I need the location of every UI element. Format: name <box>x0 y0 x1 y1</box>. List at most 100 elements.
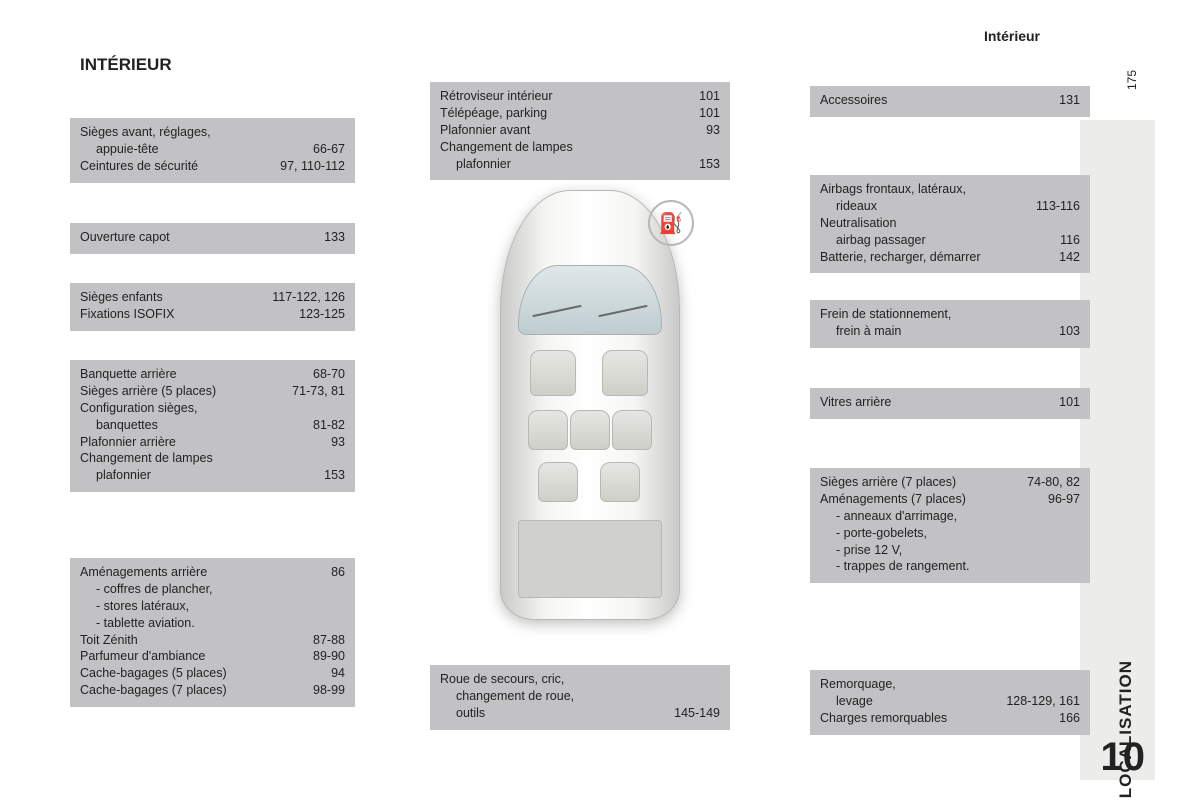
callout-label: airbag passager <box>820 232 1030 249</box>
callout-page-ref: 145-149 <box>670 705 720 722</box>
callout-label: Batterie, recharger, démarrer <box>820 249 1030 266</box>
cargo-area <box>518 520 662 598</box>
callout-bullet: trappes de rangement. <box>836 558 1080 575</box>
callout-bullet: anneaux d'arrimage, <box>836 508 1080 525</box>
callout-label: Télépéage, parking <box>440 105 670 122</box>
callout-label: appuie-tête <box>80 141 295 158</box>
callout-bullet: porte-gobelets, <box>836 525 1080 542</box>
callout-page-ref: 117-122, 126 <box>272 289 345 306</box>
callout-box: Rétroviseur intérieur101Télépéage, parki… <box>430 82 730 180</box>
callout-page-ref <box>1030 181 1080 198</box>
callout-page-ref: 101 <box>670 105 720 122</box>
callout-box: Roue de secours, cric,changement de roue… <box>430 665 730 730</box>
callout-label: Accessoires <box>820 92 1030 109</box>
callout-box: Sièges avant, réglages,appuie-tête66-67 C… <box>70 118 355 183</box>
callout-page-ref: 89-90 <box>295 648 345 665</box>
section-header: Intérieur <box>984 28 1040 44</box>
car-diagram <box>480 190 700 620</box>
callout-box: Banquette arrière68-70Sièges arrière (5 … <box>70 360 355 492</box>
fuel-icon: ⛽ <box>648 200 694 246</box>
callout-page-ref <box>295 400 345 417</box>
callout-label: Plafonnier arrière <box>80 434 295 451</box>
callout-label: plafonnier <box>80 467 295 484</box>
callout-box: Ouverture capot133 <box>70 223 355 254</box>
callout-bullet: prise 12 V, <box>836 542 1080 559</box>
callout-label: levage <box>820 693 1006 710</box>
callout-label: Airbags frontaux, latéraux, <box>820 181 1030 198</box>
callout-page-ref: 66-67 <box>295 141 345 158</box>
callout-page-ref: 93 <box>670 122 720 139</box>
callout-page-ref: 113-116 <box>1030 198 1080 215</box>
callout-label: Aménagements arrière <box>80 564 295 581</box>
page-number: 175 <box>1125 70 1139 90</box>
callout-label: Parfumeur d'ambiance <box>80 648 295 665</box>
callout-bullet: stores latéraux, <box>96 598 345 615</box>
callout-label: Roue de secours, cric, <box>440 671 670 688</box>
callout-label: banquettes <box>80 417 295 434</box>
callout-page-ref: 101 <box>670 88 720 105</box>
callout-page-ref: 123-125 <box>295 306 345 323</box>
callout-page-ref <box>295 124 345 141</box>
callout-page-ref <box>1030 215 1080 232</box>
callout-page-ref: 87-88 <box>295 632 345 649</box>
callout-label: Remorquage, <box>820 676 1030 693</box>
callout-box: Aménagements arrière86coffres de planche… <box>70 558 355 707</box>
callout-page-ref <box>670 671 720 688</box>
seat <box>612 410 652 450</box>
callout-label: Banquette arrière <box>80 366 295 383</box>
seat <box>570 410 610 450</box>
callout-label: Sièges arrière (7 places) <box>820 474 1027 491</box>
callout-label: changement de roue, <box>440 688 670 705</box>
callout-box: Accessoires131 <box>810 86 1090 117</box>
callout-page-ref: 133 <box>295 229 345 246</box>
seat <box>538 462 578 502</box>
callout-page-ref: 71-73, 81 <box>292 383 345 400</box>
callout-page-ref <box>670 688 720 705</box>
callout-page-ref: 116 <box>1030 232 1080 249</box>
callout-bullet: coffres de plancher, <box>96 581 345 598</box>
callout-label: Vitres arrière <box>820 394 1030 411</box>
callout-label: Rétroviseur intérieur <box>440 88 670 105</box>
callout-page-ref <box>1030 676 1080 693</box>
callout-label: Changement de lampes <box>80 450 295 467</box>
callout-label: Changement de lampes <box>440 139 670 156</box>
callout-label: Sièges arrière (5 places) <box>80 383 292 400</box>
callout-page-ref: 98-99 <box>295 682 345 699</box>
callout-page-ref <box>295 450 345 467</box>
callout-box: Frein de stationnement,frein à main103 <box>810 300 1090 348</box>
callout-label: Cache-bagages (7 places) <box>80 682 295 699</box>
callout-label: plafonnier <box>440 156 670 173</box>
callout-label: Toit Zénith <box>80 632 295 649</box>
callout-label: Ceintures de sécurité <box>80 158 280 175</box>
callout-box: Airbags frontaux, latéraux,rideaux113-11… <box>810 175 1090 273</box>
callout-label: Plafonnier avant <box>440 122 670 139</box>
callout-page-ref: 153 <box>295 467 345 484</box>
callout-page-ref: 93 <box>295 434 345 451</box>
callout-label: Ouverture capot <box>80 229 295 246</box>
callout-label: Fixations ISOFIX <box>80 306 295 323</box>
callout-page-ref: 166 <box>1030 710 1080 727</box>
callout-page-ref: 68-70 <box>295 366 345 383</box>
callout-label: frein à main <box>820 323 1030 340</box>
callout-label: Frein de stationnement, <box>820 306 1030 323</box>
windshield <box>518 265 662 335</box>
callout-page-ref: 131 <box>1030 92 1080 109</box>
callout-bullet: tablette aviation. <box>96 615 345 632</box>
seat <box>530 350 576 396</box>
seat <box>600 462 640 502</box>
callout-page-ref: 153 <box>670 156 720 173</box>
callout-page-ref: 94 <box>295 665 345 682</box>
callout-page-ref: 74-80, 82 <box>1027 474 1080 491</box>
callout-page-ref: 96-97 <box>1030 491 1080 508</box>
callout-label: Neutralisation <box>820 215 1030 232</box>
callout-page-ref: 81-82 <box>295 417 345 434</box>
callout-label: Sièges enfants <box>80 289 272 306</box>
callout-label: rideaux <box>820 198 1030 215</box>
callout-label: Sièges avant, réglages, <box>80 124 295 141</box>
callout-label: outils <box>440 705 670 722</box>
chapter-number: 10 <box>1101 735 1146 780</box>
callout-page-ref <box>670 139 720 156</box>
callout-box: Vitres arrière101 <box>810 388 1090 419</box>
callout-page-ref: 103 <box>1030 323 1080 340</box>
seat <box>528 410 568 450</box>
